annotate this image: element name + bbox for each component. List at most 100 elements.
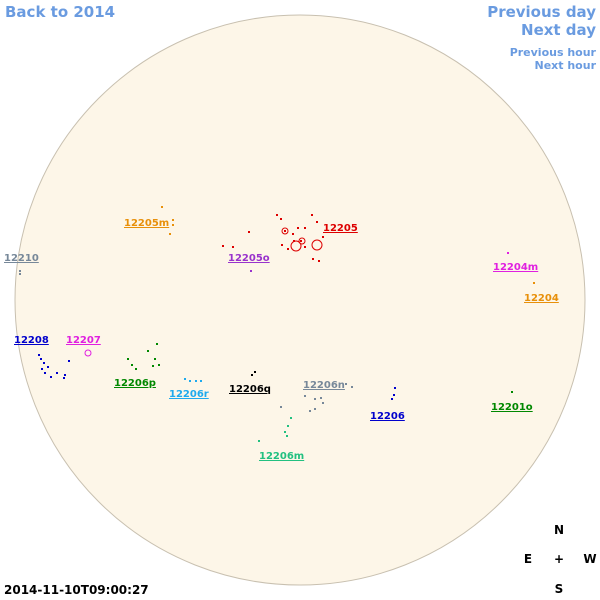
sunspot — [311, 239, 323, 251]
sunspot — [19, 273, 21, 275]
sunspot — [189, 380, 191, 382]
previous-day-link[interactable]: Previous day — [487, 3, 596, 21]
sunspot — [281, 244, 283, 246]
sunspot — [184, 378, 186, 380]
sunspot — [314, 398, 316, 400]
sunspot — [309, 410, 311, 412]
compass-center: + — [554, 552, 564, 566]
sunspot — [135, 368, 137, 370]
sunspot — [280, 218, 282, 220]
compass-south: S — [555, 582, 564, 596]
sunspot — [161, 206, 163, 208]
sunspot — [254, 371, 256, 373]
timestamp: 2014-11-10T09:00:27 — [4, 583, 149, 597]
sunspot — [19, 270, 21, 272]
region-label[interactable]: 12206r — [169, 389, 209, 400]
sunspot — [393, 394, 395, 396]
sunspot — [320, 397, 322, 399]
sunspot — [258, 440, 260, 442]
region-label[interactable]: 12206p — [114, 378, 156, 389]
sunspot — [276, 214, 278, 216]
sunspot — [507, 252, 509, 254]
region-label[interactable]: 12204 — [524, 293, 559, 304]
region-label[interactable]: 12206m — [259, 451, 304, 462]
sunspot — [304, 227, 306, 229]
sunspot — [172, 224, 174, 226]
sunspot — [195, 380, 197, 382]
sunspot — [286, 435, 288, 437]
sunspot — [47, 366, 49, 368]
region-label[interactable]: 12205 — [323, 223, 358, 234]
sunspots — [19, 206, 535, 442]
sunspot — [152, 365, 154, 367]
sunspot — [156, 343, 158, 345]
sunspot — [312, 258, 314, 260]
sunspot — [84, 349, 92, 357]
sunspot — [304, 246, 306, 248]
sunspot — [154, 358, 156, 360]
sunspot — [172, 219, 174, 221]
solar-disk — [14, 14, 586, 586]
sunspot — [169, 233, 171, 235]
region-label[interactable]: 12204m — [493, 262, 538, 273]
sunspot — [298, 237, 306, 245]
previous-hour-link[interactable]: Previous hour — [510, 46, 597, 59]
sunspot — [318, 260, 320, 262]
region-label[interactable]: 12210 — [4, 253, 39, 264]
region-label[interactable]: 12206n — [303, 380, 345, 391]
sunspot — [147, 350, 149, 352]
sunspot — [314, 408, 316, 410]
sunspot — [311, 214, 313, 216]
sunspot — [351, 386, 353, 388]
sunspot — [40, 358, 42, 360]
sunspot — [297, 227, 299, 229]
sunspot — [280, 406, 282, 408]
sunspot — [127, 358, 129, 360]
next-day-link[interactable]: Next day — [521, 21, 596, 39]
sunspot — [533, 282, 535, 284]
compass-west: W — [583, 552, 596, 566]
sunspot — [304, 395, 306, 397]
region-label[interactable]: 12205o — [228, 253, 270, 264]
sunspot — [316, 221, 318, 223]
region-label[interactable]: 12206q — [229, 384, 271, 395]
sunspot — [38, 354, 40, 356]
region-label[interactable]: 12206 — [370, 411, 405, 422]
sunspot — [281, 227, 289, 235]
sunspot — [292, 233, 294, 235]
sunspot — [322, 402, 324, 404]
sunspot — [284, 230, 286, 232]
region-label[interactable]: 12205m — [124, 218, 169, 229]
sunspot — [63, 377, 65, 379]
region-label[interactable]: 12201o — [491, 402, 533, 413]
sunspot — [391, 398, 393, 400]
back-link[interactable]: Back to 2014 — [5, 3, 115, 21]
sunspot — [345, 383, 347, 385]
sunspot — [44, 372, 46, 374]
sunspot — [232, 246, 234, 248]
sunspot — [322, 236, 324, 238]
sunspot — [50, 376, 52, 378]
sunspot — [284, 431, 286, 433]
sunspot — [158, 364, 160, 366]
sunspot — [200, 380, 202, 382]
sunspot — [248, 231, 250, 233]
region-label[interactable]: 12208 — [14, 335, 49, 346]
sunspot — [290, 417, 292, 419]
next-hour-link[interactable]: Next hour — [535, 59, 597, 72]
sunspot — [56, 372, 58, 374]
sunspot — [251, 374, 253, 376]
sunspot — [43, 362, 45, 364]
sunspot — [287, 248, 289, 250]
sunspot — [511, 391, 513, 393]
sunspot — [41, 368, 43, 370]
sunspot — [250, 270, 252, 272]
region-label[interactable]: 12207 — [66, 335, 101, 346]
sunspot — [222, 245, 224, 247]
sunspot — [290, 240, 302, 252]
sunspot — [300, 240, 302, 242]
sunspot — [64, 374, 66, 376]
sunspot — [287, 425, 289, 427]
